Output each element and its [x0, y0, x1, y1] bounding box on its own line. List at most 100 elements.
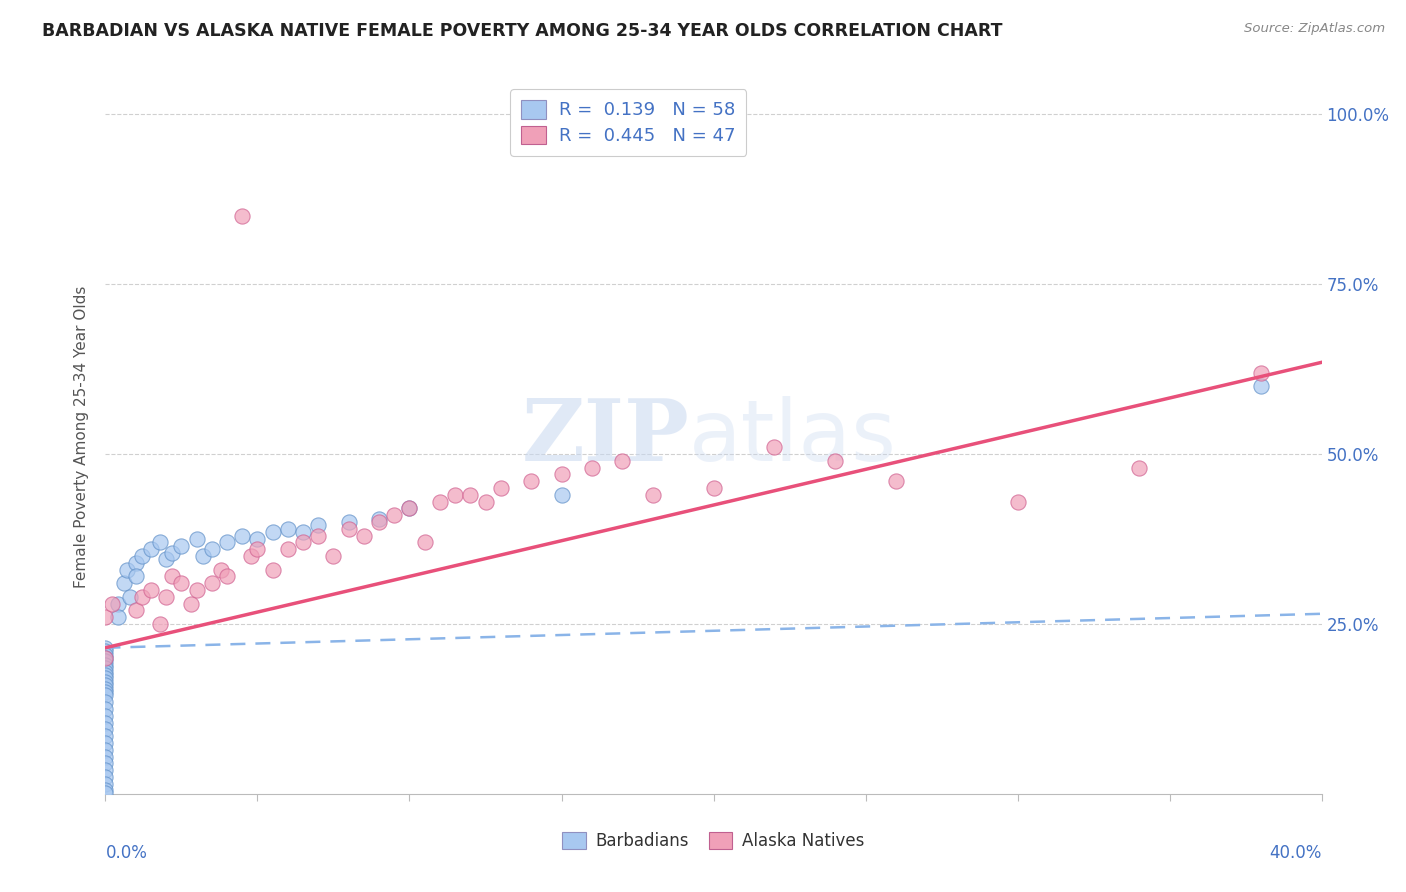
Point	[107, 610, 129, 624]
Point	[398, 501, 420, 516]
Point	[118, 590, 141, 604]
Point	[131, 549, 153, 563]
Text: 0.0%: 0.0%	[105, 844, 148, 862]
Point	[170, 539, 193, 553]
Point	[94, 749, 117, 764]
Point	[94, 681, 117, 696]
Point	[191, 549, 214, 563]
Text: atlas: atlas	[689, 395, 897, 479]
Point	[107, 597, 129, 611]
Point	[94, 723, 117, 737]
Point	[489, 481, 512, 495]
Text: 40.0%: 40.0%	[1270, 844, 1322, 862]
Point	[884, 475, 907, 489]
Point	[94, 654, 117, 668]
Point	[550, 467, 572, 482]
Point	[149, 617, 172, 632]
Y-axis label: Female Poverty Among 25-34 Year Olds: Female Poverty Among 25-34 Year Olds	[75, 286, 90, 588]
Point	[94, 689, 117, 703]
Point	[474, 494, 496, 508]
Point	[94, 729, 117, 743]
Point	[550, 488, 572, 502]
Text: BARBADIAN VS ALASKA NATIVE FEMALE POVERTY AMONG 25-34 YEAR OLDS CORRELATION CHAR: BARBADIAN VS ALASKA NATIVE FEMALE POVERT…	[42, 22, 1002, 40]
Point	[112, 576, 135, 591]
Point	[231, 209, 253, 223]
Point	[382, 508, 405, 523]
Point	[100, 597, 122, 611]
Point	[94, 678, 117, 692]
Point	[307, 518, 329, 533]
Point	[277, 542, 299, 557]
Point	[217, 569, 239, 583]
Point	[641, 488, 664, 502]
Point	[322, 549, 344, 563]
Point	[94, 702, 117, 716]
Point	[231, 528, 253, 542]
Point	[94, 640, 117, 655]
Point	[337, 522, 360, 536]
Point	[201, 542, 224, 557]
Point	[368, 515, 391, 529]
Point	[139, 582, 162, 597]
Point	[262, 525, 284, 540]
Point	[277, 522, 299, 536]
Point	[246, 542, 269, 557]
Point	[702, 481, 725, 495]
Point	[246, 532, 269, 546]
Point	[125, 569, 148, 583]
Text: Source: ZipAtlas.com: Source: ZipAtlas.com	[1244, 22, 1385, 36]
Point	[94, 736, 117, 750]
Point	[217, 535, 239, 549]
Point	[292, 535, 315, 549]
Point	[94, 674, 117, 689]
Point	[94, 671, 117, 685]
Point	[201, 576, 224, 591]
Point	[94, 770, 117, 784]
Point	[139, 542, 162, 557]
Point	[94, 756, 117, 771]
Point	[94, 708, 117, 723]
Point	[149, 535, 172, 549]
Point	[94, 651, 117, 665]
Point	[94, 777, 117, 791]
Point	[292, 525, 315, 540]
Point	[444, 488, 467, 502]
Point	[155, 552, 177, 566]
Point	[162, 569, 184, 583]
Point	[612, 454, 634, 468]
Point	[520, 475, 543, 489]
Point	[94, 657, 117, 672]
Point	[180, 597, 202, 611]
Point	[307, 528, 329, 542]
Point	[458, 488, 481, 502]
Point	[1250, 379, 1272, 393]
Legend: Barbadians, Alaska Natives: Barbadians, Alaska Natives	[555, 825, 872, 857]
Point	[413, 535, 436, 549]
Point	[398, 501, 420, 516]
Point	[94, 783, 117, 797]
Point	[115, 563, 138, 577]
Point	[170, 576, 193, 591]
Point	[94, 763, 117, 777]
Point	[94, 648, 117, 662]
Point	[186, 582, 208, 597]
Point	[353, 528, 375, 542]
Point	[824, 454, 846, 468]
Point	[581, 460, 603, 475]
Point	[1250, 366, 1272, 380]
Point	[186, 532, 208, 546]
Point	[240, 549, 263, 563]
Point	[94, 695, 117, 709]
Point	[94, 644, 117, 658]
Point	[131, 590, 153, 604]
Point	[94, 685, 117, 699]
Point	[94, 665, 117, 679]
Point	[94, 661, 117, 675]
Point	[94, 668, 117, 682]
Point	[763, 440, 786, 454]
Point	[337, 515, 360, 529]
Point	[94, 715, 117, 730]
Point	[94, 651, 117, 665]
Point	[125, 603, 148, 617]
Point	[94, 785, 117, 799]
